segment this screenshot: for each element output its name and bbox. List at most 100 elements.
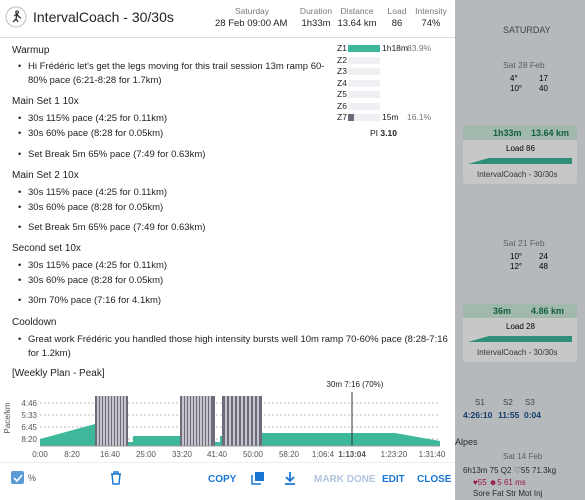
step: 30s 115% pace (4:25 for 0.11km) — [18, 259, 448, 273]
pi-value: 3.10 — [380, 128, 397, 138]
zone-percent: 83.9% — [407, 43, 432, 53]
zone-name: Z1 — [337, 43, 347, 53]
card-date: Sat 28 Feb — [503, 60, 545, 70]
overlay[interactable] — [455, 0, 585, 500]
y-axis-label: Pace/km — [3, 402, 12, 433]
card-name: IntervalCoach - 30/30s — [477, 348, 558, 357]
section-heading: Second set 10x — [12, 243, 81, 254]
y-tick-label: 4:46 — [21, 399, 37, 408]
section-heading: Main Set 1 10x — [12, 96, 79, 107]
activity-card[interactable]: 1h33m 13.64 km Load 86 IntervalCoach - 30/3… — [463, 126, 577, 184]
x-tick-label: 1:13:04 — [338, 450, 366, 459]
date: 28 Feb 09:00 AM — [215, 18, 288, 29]
divider — [0, 462, 455, 463]
download-button[interactable] — [284, 471, 296, 485]
weather: 10° — [510, 252, 523, 261]
x-tick-label: 1:23:20 — [381, 450, 408, 459]
card-band — [463, 126, 577, 140]
zone-track — [348, 114, 380, 121]
card-duration: 36m — [493, 306, 512, 316]
pi: PI 3.10 — [370, 128, 397, 138]
edit-button[interactable]: EDIT — [382, 474, 405, 485]
zone-track — [348, 68, 380, 75]
day: Saturday — [235, 6, 270, 16]
zone-track — [348, 102, 380, 110]
card-date: Sat 14 Feb — [503, 452, 543, 461]
summary-label: S2 — [503, 398, 513, 407]
y-tick-label: 8:20 — [21, 435, 37, 444]
x-tick-label: 25:00 — [136, 450, 157, 459]
column-header: SATURDAY — [503, 25, 551, 35]
card-distance: 13.64 km — [531, 128, 570, 138]
copy-button[interactable]: COPY — [208, 474, 237, 485]
annotation: 30m 7:16 (70%) — [327, 380, 384, 389]
card-duration: 1h33m — [493, 128, 522, 138]
percent-toggle[interactable]: % — [28, 473, 37, 483]
calendar-background: SATURDAY Sat 28 Feb 4° 10° 17 40 1h33m 13.64 k… — [455, 0, 585, 500]
stat-value: 13.64 km — [337, 18, 377, 29]
close-button[interactable]: CLOSE — [417, 474, 452, 485]
pi-label: PI — [370, 128, 379, 138]
wind: 24 — [539, 252, 548, 261]
summary-value: 11:55 — [498, 410, 520, 420]
card-load: Load 86 — [506, 144, 535, 153]
x-tick-label: 0:00 — [32, 450, 48, 459]
zone-name: Z4 — [337, 77, 347, 88]
stat-label: Distance — [340, 6, 374, 16]
zone-percent: 16.1% — [407, 112, 432, 122]
stat-label: Intensity — [415, 6, 447, 16]
summary-value: 0:04 — [524, 410, 542, 420]
weather: 12° — [510, 262, 523, 271]
wind: 40 — [539, 84, 548, 93]
section-heading: [Weekly Plan - Peak] — [12, 368, 105, 379]
x-tick-label: 50:00 — [243, 450, 264, 459]
step: 30m 70% pace (7:16 for 4.1km) — [18, 295, 161, 306]
zone-track — [348, 91, 380, 98]
divider — [0, 37, 455, 38]
stat-value: 1h33m — [301, 18, 331, 29]
step: 30s 60% pace (8:28 for 0.05km) — [18, 274, 448, 288]
summary-value: 4:26:10 — [463, 410, 493, 420]
section-heading: Cooldown — [12, 317, 57, 328]
x-tick-label: 41:40 — [207, 450, 228, 459]
x-tick-label: 1:06:4 — [312, 450, 335, 459]
step: 30s 60% pace (8:28 for 0.05km) — [18, 127, 448, 141]
summary-label: S3 — [525, 398, 535, 407]
card-band — [463, 304, 577, 318]
step: 30s 60% pace (8:28 for 0.05km) — [18, 201, 448, 215]
stat-label: Duration — [299, 6, 333, 16]
checkbox[interactable] — [11, 471, 24, 484]
mark-done-button[interactable]: MARK DONE — [314, 474, 376, 485]
activity-card[interactable]: 36m 4.86 km Load 28 IntervalCoach - 30/30s — [463, 304, 577, 362]
x-tick-label: 58:20 — [279, 450, 300, 459]
summary-label: S1 — [475, 398, 485, 407]
y-tick-label: 6:45 — [21, 423, 37, 432]
card-distance: 4.86 km — [531, 306, 565, 316]
x-tick-label: 8:20 — [64, 450, 80, 459]
zone-name: Z5 — [337, 89, 347, 99]
zone-name: Z7 — [337, 112, 347, 122]
title: IntervalCoach - 30/30s — [33, 9, 174, 25]
step: Hi Frédéric let's get the legs moving fo… — [18, 60, 328, 88]
step: Set Break 5m 65% pace (7:49 for 0.63km) — [18, 222, 205, 233]
card-name: IntervalCoach - 30/30s — [477, 170, 558, 179]
x-tick-label: 16:40 — [100, 450, 121, 459]
wind: 17 — [539, 74, 548, 83]
zone-time: 1h18m — [382, 43, 408, 53]
card-shape — [468, 158, 572, 164]
zone-name: Z2 — [337, 54, 347, 65]
pace-profile: Pace/km 30m 7:16 (70%) 4:46 5:33 6:45 8:20 0… — [3, 380, 446, 459]
delete-button[interactable] — [110, 471, 122, 485]
x-tick-label: 33:20 — [172, 450, 193, 459]
stat-label: Load — [387, 6, 407, 16]
y-tick-label: 5:33 — [21, 411, 37, 420]
wellness: Sore Fat Str Mot Inj — [473, 489, 543, 498]
zone-bar — [348, 45, 380, 52]
zone-name: Z3 — [337, 66, 347, 76]
duplicate-button[interactable] — [251, 471, 265, 485]
wind: 48 — [539, 262, 548, 271]
zone-time: 15m — [382, 112, 399, 122]
card-date: Sat 21 Feb — [503, 238, 545, 248]
x-tick-label: 1:31:40 — [419, 450, 446, 459]
